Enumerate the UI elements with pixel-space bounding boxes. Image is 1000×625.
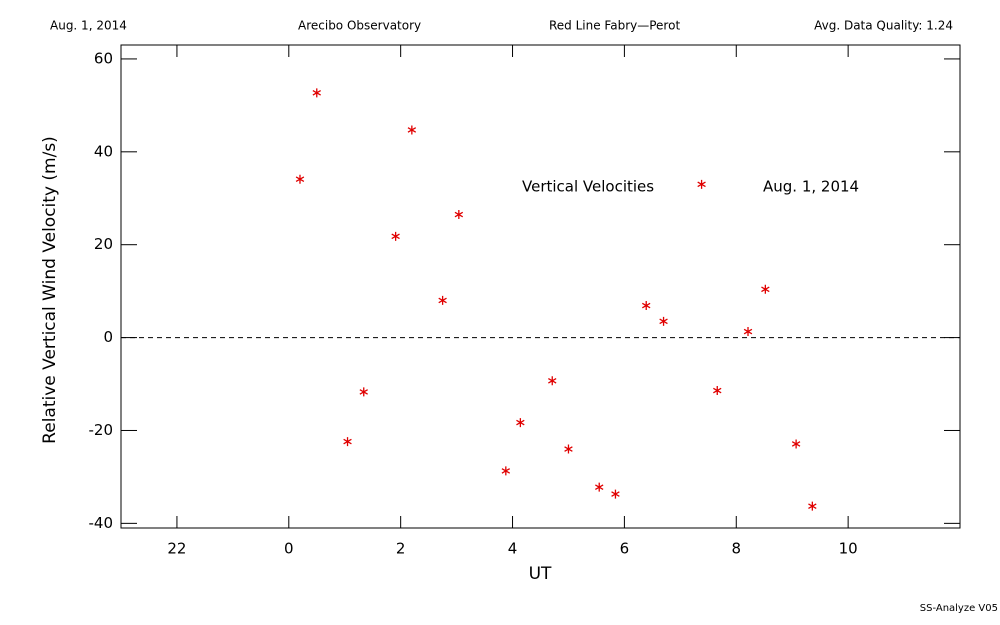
point	[659, 316, 668, 326]
header-quality: Avg. Data Quality: 1.24	[814, 19, 953, 33]
y-tick-label: -40	[89, 514, 114, 532]
point	[391, 231, 400, 241]
y-tick-label: -20	[89, 421, 114, 439]
annotation: Aug. 1, 2014	[763, 178, 859, 196]
x-tick-label: 6	[620, 540, 630, 558]
point	[312, 88, 321, 98]
point	[808, 501, 817, 511]
y-tick-label: 20	[94, 235, 113, 253]
point	[501, 466, 511, 476]
x-axis-label: UT	[529, 564, 552, 584]
point	[564, 444, 573, 454]
point	[713, 386, 722, 396]
point	[697, 179, 706, 189]
point	[761, 284, 770, 294]
point	[743, 327, 753, 337]
x-tick-label: 8	[731, 540, 741, 558]
x-tick-label: 10	[839, 540, 858, 558]
x-tick-label: 22	[167, 540, 186, 558]
point	[611, 489, 620, 499]
x-tick-label: 2	[396, 540, 406, 558]
y-tick-label: 0	[103, 328, 113, 346]
point	[295, 174, 305, 184]
point	[516, 418, 525, 428]
point	[438, 295, 447, 305]
header-date: Aug. 1, 2014	[50, 19, 127, 33]
x-tick-label: 4	[508, 540, 518, 558]
annotation: Vertical Velocities	[522, 178, 654, 196]
header-site: Arecibo Observatory	[298, 19, 421, 33]
y-tick-label: 40	[94, 142, 113, 160]
plot-frame	[120, 44, 961, 529]
point	[791, 439, 801, 449]
point	[641, 301, 651, 311]
y-axis-label: Relative Vertical Wind Velocity (m/s)	[40, 136, 60, 444]
point	[454, 210, 464, 220]
header-instrument: Red Line Fabry—Perot	[549, 19, 680, 33]
point	[359, 387, 368, 397]
x-tick-label: 0	[284, 540, 294, 558]
point	[343, 437, 352, 447]
point	[595, 482, 604, 492]
footer: SS-Analyze V05	[920, 603, 998, 614]
point	[407, 125, 417, 135]
y-tick-label: 60	[94, 49, 113, 67]
point	[548, 376, 557, 386]
